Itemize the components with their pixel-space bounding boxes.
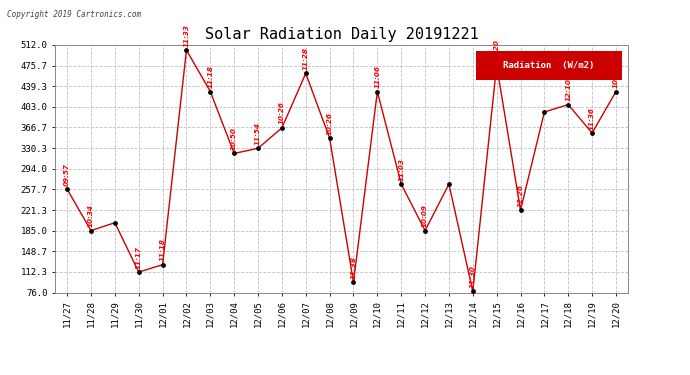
Point	[133, 269, 144, 275]
Text: 11:28: 11:28	[303, 47, 308, 70]
Text: 10:09: 10:09	[422, 204, 428, 227]
Point	[228, 150, 239, 156]
Point	[300, 70, 311, 76]
Point	[491, 62, 502, 68]
Text: 10:34: 10:34	[88, 204, 94, 227]
Text: 11:03: 11:03	[398, 158, 404, 181]
Text: 11:06: 11:06	[375, 65, 380, 88]
Point	[205, 88, 216, 94]
Point	[467, 288, 478, 294]
Text: 11:30: 11:30	[470, 265, 476, 288]
Text: 11:36: 11:36	[589, 107, 595, 130]
Point	[348, 279, 359, 285]
Text: 11:54: 11:54	[255, 122, 261, 145]
Text: 11:33: 11:33	[184, 24, 190, 47]
Point	[181, 47, 192, 53]
Text: 11:18: 11:18	[159, 238, 166, 261]
Point	[395, 181, 406, 187]
Point	[444, 181, 455, 187]
Text: 12:10: 12:10	[565, 78, 571, 101]
Text: 10:26: 10:26	[326, 112, 333, 135]
Text: Copyright 2019 Cartronics.com: Copyright 2019 Cartronics.com	[7, 10, 141, 19]
Point	[515, 207, 526, 213]
Text: 10:26: 10:26	[279, 102, 285, 124]
Point	[277, 125, 288, 131]
Point	[86, 228, 97, 234]
Text: 09:57: 09:57	[64, 163, 70, 186]
Point	[539, 109, 550, 115]
Point	[563, 102, 574, 108]
Point	[157, 262, 168, 268]
Point	[420, 228, 431, 234]
Point	[253, 146, 264, 152]
Text: 11:20: 11:20	[493, 39, 500, 62]
Text: 11:18: 11:18	[207, 65, 213, 88]
Point	[109, 220, 120, 226]
Title: Solar Radiation Daily 20191221: Solar Radiation Daily 20191221	[205, 27, 478, 42]
Text: 11:38: 11:38	[351, 256, 357, 279]
Text: 11:17: 11:17	[136, 246, 141, 268]
Point	[611, 88, 622, 94]
Point	[324, 135, 335, 141]
Point	[372, 88, 383, 94]
Text: 10:50: 10:50	[231, 127, 237, 150]
Point	[61, 186, 72, 192]
Text: 10:41: 10:41	[613, 65, 619, 88]
Point	[586, 130, 598, 136]
Text: 12:26: 12:26	[518, 184, 524, 207]
